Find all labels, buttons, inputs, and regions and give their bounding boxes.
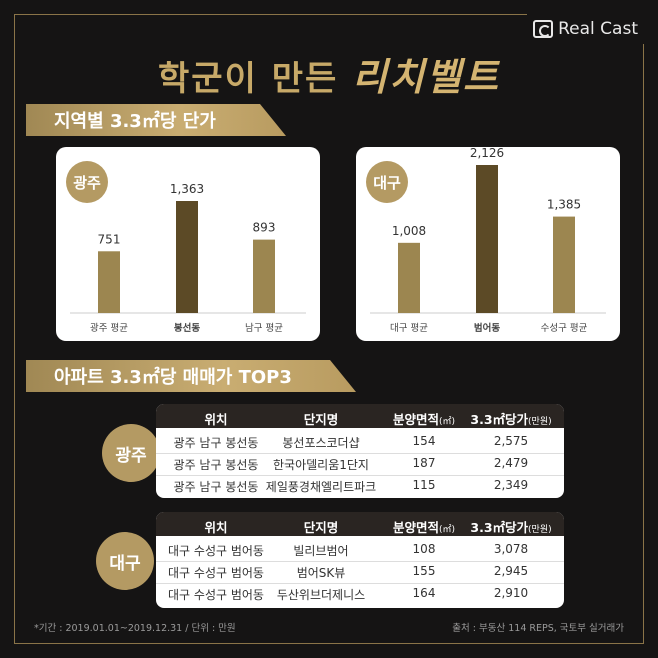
table-cell: 164	[412, 586, 436, 600]
table-header-cell: 3.3㎡당가(만원)	[470, 520, 552, 535]
table-cell: 3,078	[493, 542, 529, 556]
table-cell: 155	[412, 564, 436, 578]
value-label-1: 1,363	[170, 182, 204, 196]
table-header-unit: (만원)	[528, 525, 552, 535]
bar-chart-svg: 1,008 대구 평균 2,126 범어동 1,385 수성구 평균	[370, 147, 606, 334]
table-cell: 봉선포스코더샵	[282, 436, 360, 450]
value-label-2: 1,385	[547, 198, 581, 212]
category-label-2: 수성구 평균	[541, 323, 588, 334]
chart-card-gwangju: 751 광주 평균 1,363 봉선동 893 남구 평균 광주	[56, 147, 320, 341]
section-bar-price: 지역별 3.3㎡당 단가	[26, 104, 286, 136]
value-label-0: 751	[98, 232, 121, 246]
section-bar-top3: 아파트 3.3㎡당 매매가 TOP3	[26, 360, 356, 392]
table-cell: 제일풍경채엘리트파크	[265, 480, 377, 494]
city-circle-gwangju: 광주	[102, 424, 160, 482]
table-cell: 빌리브범어	[293, 544, 349, 558]
category-label-2: 남구 평균	[245, 323, 283, 334]
city-badge-daegu: 대구	[366, 161, 408, 203]
table-header-unit: (㎡)	[438, 525, 456, 535]
row-separator	[156, 561, 564, 562]
title-prefix: 학군이 만든	[158, 59, 353, 99]
city-badge-gwangju: 광주	[66, 161, 108, 203]
table-header-cell: 위치	[204, 412, 228, 427]
table-cell: 115	[412, 478, 436, 492]
table-cell: 2,479	[493, 456, 529, 470]
table-cell: 2,349	[493, 478, 529, 492]
value-label-1: 2,126	[470, 147, 504, 160]
table-cell: 두산위브더제니스	[276, 588, 366, 602]
value-label-0: 1,008	[392, 224, 426, 238]
category-label-1: 범어동	[474, 322, 500, 334]
city-circle-daegu: 대구	[96, 532, 154, 590]
table-cell: 2,910	[493, 586, 529, 600]
table-cell: 광주 남구 봉선동	[173, 480, 259, 494]
row-separator	[156, 453, 564, 454]
table-header: 위치 단지명 분양면적(㎡) 3.3㎡당가(만원)	[156, 404, 564, 428]
chart-card-daegu: 1,008 대구 평균 2,126 범어동 1,385 수성구 평균 대구	[356, 147, 620, 341]
section1-title: 지역별 3.3㎡당 단가	[54, 111, 216, 132]
row-separator	[156, 475, 564, 476]
table-header-cell: 3.3㎡당가(만원)	[470, 412, 552, 427]
table-header-cell: 분양면적(㎡)	[392, 520, 456, 535]
footnote-source: 출처 : 부동산 114 REPS, 국토부 실거래가	[452, 623, 624, 634]
table-header-cell: 단지명	[303, 412, 339, 427]
bar-1	[476, 165, 498, 313]
realcast-logo-icon	[533, 20, 554, 38]
brand-logo: Real Cast	[527, 14, 644, 44]
table-cell: 대구 수성구 범어동	[168, 588, 264, 602]
bar-0	[98, 251, 120, 313]
table-cell: 154	[412, 434, 436, 448]
table-cell: 광주 남구 봉선동	[173, 458, 259, 472]
table-header-unit: (만원)	[528, 417, 552, 427]
table-cell: 대구 수성구 범어동	[168, 566, 264, 580]
table-cell: 광주 남구 봉선동	[173, 436, 259, 450]
title-accent: 리치벨트	[352, 55, 500, 99]
table-header-cell: 분양면적(㎡)	[392, 412, 456, 427]
top3-table-gwangju: 위치 단지명 분양면적(㎡) 3.3㎡당가(만원) 광주 남구 봉선동 봉선포스코더샵 1…	[156, 404, 564, 498]
bar-2	[253, 239, 275, 313]
table-cell: 대구 수성구 범어동	[168, 544, 264, 558]
value-label-2: 893	[253, 221, 276, 235]
table-cell: 108	[412, 542, 436, 556]
category-label-0: 대구 평균	[390, 323, 428, 334]
table-header-cell: 단지명	[303, 520, 339, 535]
footnote-period: *기간 : 2019.01.01~2019.12.31 / 단위 : 만원	[34, 623, 236, 634]
top3-table-daegu: 위치 단지명 분양면적(㎡) 3.3㎡당가(만원) 대구 수성구 범어동 빌리브범어 10…	[156, 512, 564, 608]
brand-name: Real Cast	[558, 19, 638, 39]
bar-2	[553, 216, 575, 313]
border-frame	[14, 14, 644, 644]
bar-0	[398, 242, 420, 313]
table-cell: 한국아델리움1단지	[273, 458, 369, 472]
row-separator	[156, 583, 564, 584]
table-cell: 2,575	[493, 434, 529, 448]
category-label-0: 광주 평균	[90, 322, 128, 334]
table-header: 위치 단지명 분양면적(㎡) 3.3㎡당가(만원)	[156, 512, 564, 536]
table-cell: 2,945	[493, 564, 529, 578]
table-cell: 범어SK뷰	[296, 566, 346, 580]
category-label-1: 봉선동	[174, 322, 200, 334]
page-title: 학군이 만든 리치벨트	[0, 46, 658, 101]
table-cell: 187	[412, 456, 436, 470]
table-header-cell: 위치	[204, 520, 228, 535]
section2-title: 아파트 3.3㎡당 매매가 TOP3	[54, 367, 292, 388]
table-header-unit: (㎡)	[438, 417, 456, 427]
bar-1	[176, 201, 198, 313]
bar-chart-svg: 751 광주 평균 1,363 봉선동 893 남구 평균	[70, 182, 306, 334]
